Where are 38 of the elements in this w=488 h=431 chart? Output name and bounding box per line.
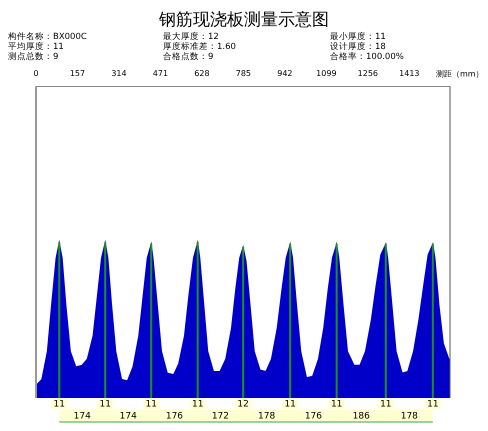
annotation: 12 xyxy=(237,399,249,410)
text: 最小厚度：11 xyxy=(330,32,387,42)
text: 测点总数：9 xyxy=(8,52,60,62)
annotation: 11 xyxy=(192,399,204,410)
x-tick-label: 628 xyxy=(194,68,210,78)
annotation: 11 xyxy=(427,399,439,410)
x-tick-label: 1413 xyxy=(399,68,420,78)
annotation: 11 xyxy=(54,399,65,410)
text: 合格点数：9 xyxy=(163,52,214,62)
text: 平均厚度：11 xyxy=(8,42,65,52)
x-tick-label: 942 xyxy=(277,68,293,78)
annotation: 11 xyxy=(380,399,392,410)
annotation: 11 xyxy=(284,399,296,410)
chart-title: 钢筋现浇板测量示意图 xyxy=(158,9,330,32)
text: 176 xyxy=(304,411,322,422)
x-tick-label: 0 xyxy=(33,68,39,78)
x-tick-label: 471 xyxy=(152,68,168,78)
x-tick-label: 314 xyxy=(111,68,127,78)
text: 设计厚度：18 xyxy=(330,42,387,52)
x-tick-label: 157 xyxy=(70,68,86,78)
text: 172 xyxy=(212,411,230,422)
x-tick-label: 785 xyxy=(236,68,252,78)
text: 厚度标准差：1.60 xyxy=(163,42,237,52)
text: 176 xyxy=(166,411,184,422)
annotation: 11 xyxy=(99,399,111,410)
x-tick-label: 1256 xyxy=(358,68,378,78)
text: 178 xyxy=(400,411,418,422)
x-tick-label: 1099 xyxy=(316,68,337,78)
text: 186 xyxy=(352,411,370,422)
text: 构件名称：BX000C xyxy=(8,32,88,42)
text: 合格率：100.00% xyxy=(330,52,405,62)
text: 最大厚度：12 xyxy=(163,32,220,42)
annotation: 11 xyxy=(330,399,342,410)
text: 174 xyxy=(120,411,138,422)
text: 178 xyxy=(258,411,276,422)
text: 174 xyxy=(74,411,92,422)
x-axis-title: 测距（mm） xyxy=(436,70,484,79)
annotation: 11 xyxy=(145,399,157,410)
